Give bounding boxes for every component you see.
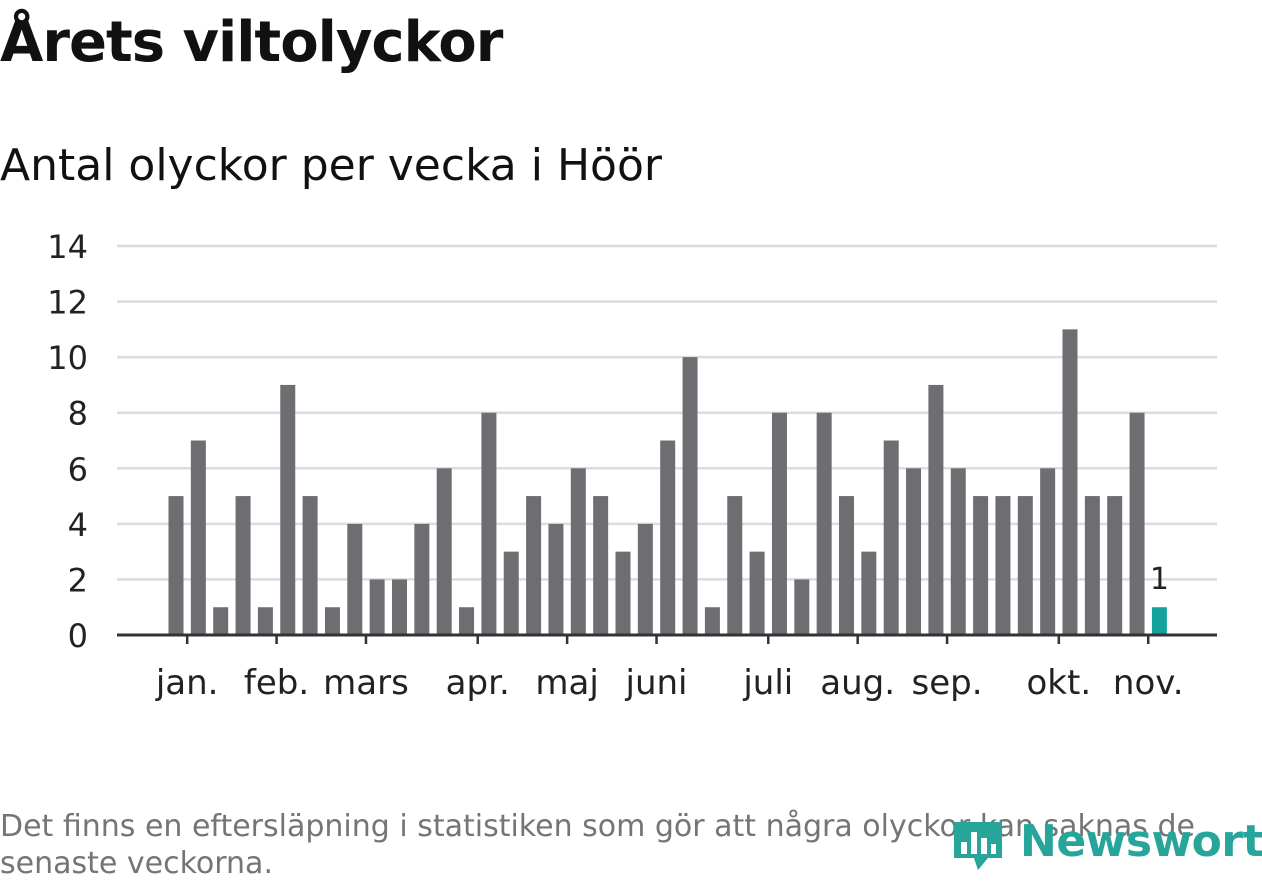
data-labels: 1 <box>1150 562 1169 597</box>
bar <box>503 551 519 635</box>
chart-title: Årets viltolyckor <box>0 10 503 75</box>
bar <box>593 496 609 635</box>
bar <box>794 579 810 635</box>
bars <box>117 329 1217 637</box>
bar <box>168 496 184 635</box>
bar <box>548 523 564 635</box>
bar <box>749 551 765 635</box>
bar <box>995 496 1011 635</box>
bar <box>526 496 542 635</box>
bar <box>906 468 922 635</box>
bar <box>704 607 720 635</box>
bar <box>392 579 407 635</box>
bar <box>235 496 251 635</box>
x-tick-label: maj <box>535 663 598 703</box>
bar <box>459 607 475 635</box>
bar <box>861 551 877 635</box>
logo-text: Newsworthy <box>1020 816 1262 867</box>
bar <box>883 440 899 635</box>
x-tick-label: nov. <box>1113 663 1184 703</box>
bar <box>414 523 430 635</box>
x-axis-ticks: jan. feb. mars apr. maj juni juli aug. sep. okt. n… <box>155 635 1184 703</box>
y-tick-label: 10 <box>47 339 88 377</box>
bar <box>1040 468 1056 635</box>
bar <box>369 579 385 635</box>
bar <box>928 384 944 635</box>
bar <box>302 496 318 635</box>
bar <box>1107 496 1123 635</box>
bar <box>1017 496 1033 635</box>
bar <box>637 523 653 635</box>
bar <box>436 468 452 635</box>
bar-chart-logo-icon <box>954 822 1002 870</box>
bar <box>1084 496 1100 635</box>
bar <box>190 440 206 635</box>
bar <box>615 551 631 635</box>
bar <box>257 607 273 635</box>
y-tick-label: 14 <box>47 228 88 266</box>
y-tick-label: 2 <box>68 561 88 599</box>
y-tick-label: 8 <box>68 395 88 433</box>
y-tick-label: 0 <box>68 617 88 655</box>
bar <box>660 440 676 635</box>
bar-current-week <box>1151 607 1167 635</box>
bar <box>1129 412 1145 635</box>
bar <box>280 384 296 635</box>
x-tick-label: okt. <box>1027 663 1092 703</box>
y-tick-label: 4 <box>68 506 88 544</box>
y-tick-label: 12 <box>47 284 88 322</box>
bar <box>839 496 854 635</box>
x-tick-label: mars <box>323 663 409 703</box>
bar <box>570 468 586 635</box>
chart-subtitle: Antal olyckor per vecka i Höör <box>0 140 662 191</box>
x-tick-label: sep. <box>912 663 983 703</box>
x-tick-label: juni <box>625 663 688 703</box>
x-tick-label: jan. <box>155 663 219 703</box>
bar <box>727 496 743 635</box>
bar <box>950 468 966 635</box>
bar <box>973 496 989 635</box>
x-tick-label: feb. <box>244 663 309 703</box>
y-axis-ticks: 0 2 4 6 8 10 12 14 <box>47 228 88 655</box>
bar <box>771 412 787 635</box>
bar <box>1062 329 1078 635</box>
highlight-value-label: 1 <box>1150 562 1169 597</box>
x-tick-label: aug. <box>820 663 895 703</box>
bar <box>481 412 497 635</box>
bar <box>682 357 698 635</box>
bar <box>213 607 229 635</box>
bar <box>324 607 340 635</box>
newsworthy-logo: Newsworthy <box>948 812 1262 878</box>
bar <box>816 412 832 635</box>
y-tick-label: 6 <box>68 450 88 488</box>
x-tick-label: apr. <box>446 663 510 703</box>
x-tick-label: juli <box>742 663 793 703</box>
bar <box>347 523 363 635</box>
